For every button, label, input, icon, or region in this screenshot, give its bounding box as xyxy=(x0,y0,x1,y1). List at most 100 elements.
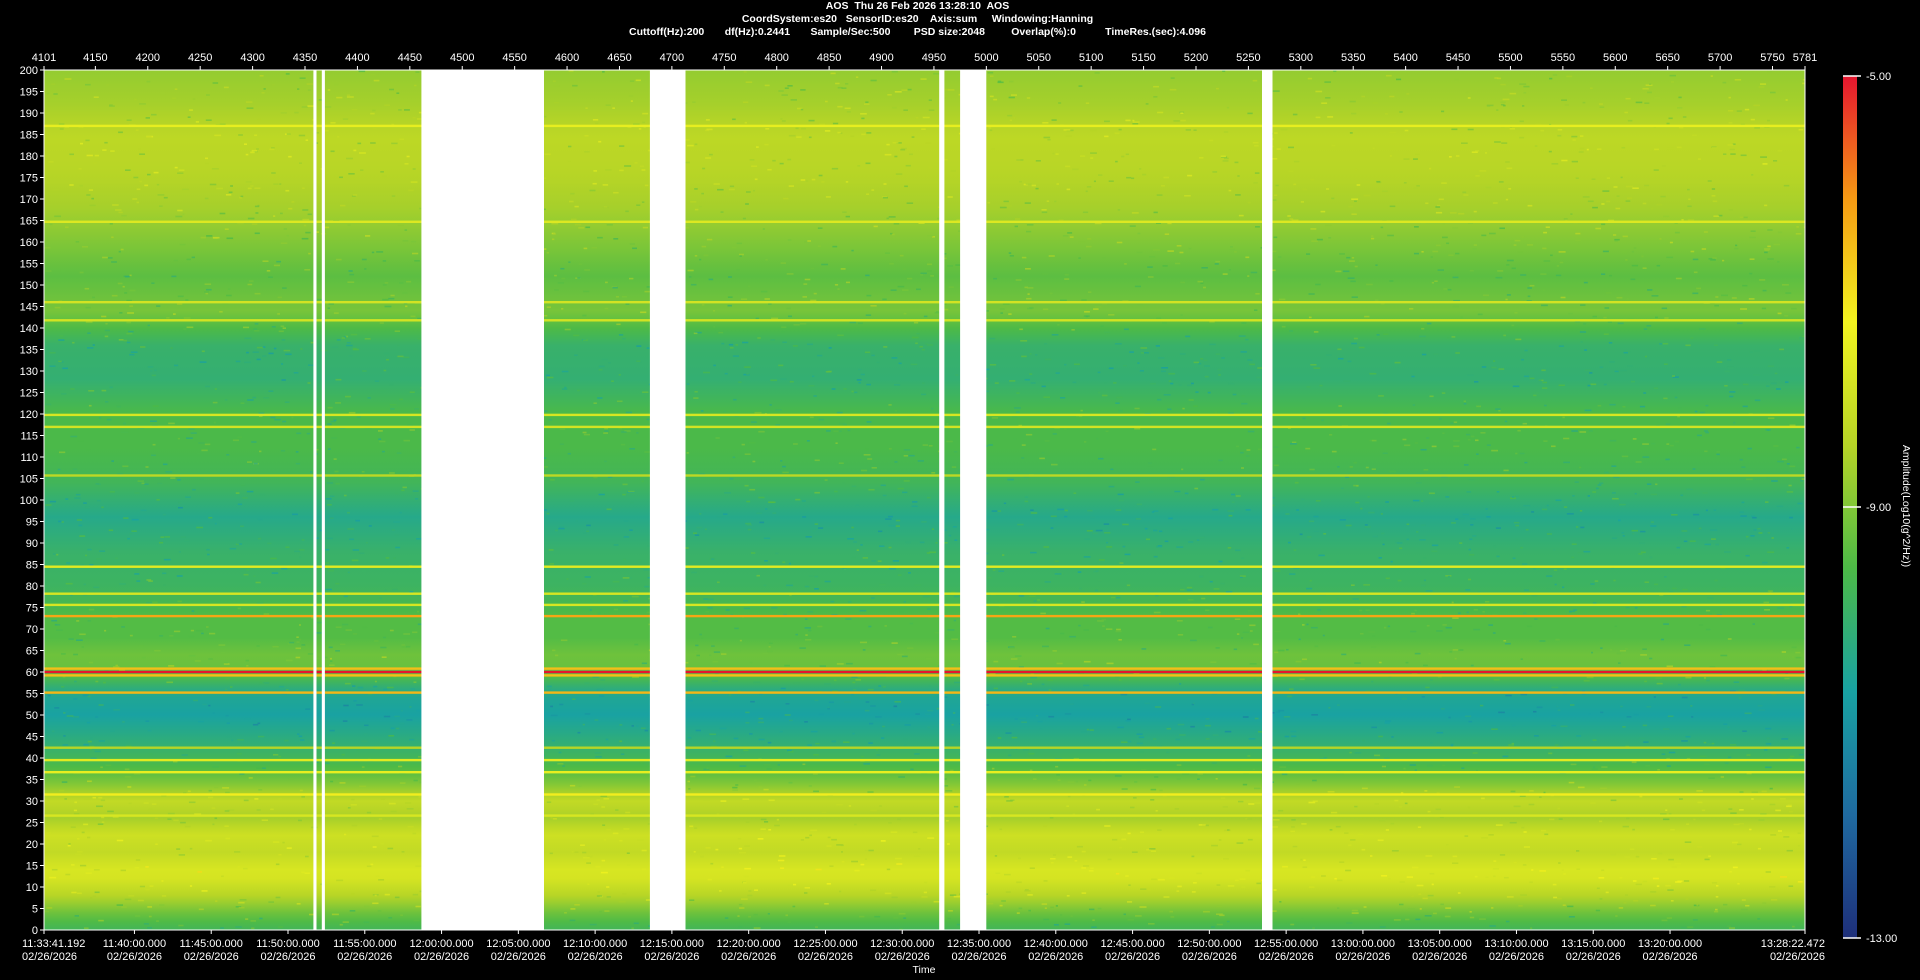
heatmap-texture xyxy=(574,904,580,906)
heatmap-texture xyxy=(764,84,770,87)
heatmap-texture xyxy=(1421,584,1426,587)
heatmap-texture xyxy=(1691,716,1694,718)
heatmap-texture xyxy=(809,416,814,419)
heatmap-texture xyxy=(925,713,932,715)
heatmap-texture xyxy=(628,95,634,97)
heatmap-texture xyxy=(254,323,259,325)
heatmap-texture xyxy=(888,524,896,527)
heatmap-texture xyxy=(1302,624,1305,626)
heatmap-texture xyxy=(74,915,79,917)
heatmap-texture xyxy=(73,809,77,812)
heatmap-texture xyxy=(789,719,793,722)
heatmap-texture xyxy=(1092,919,1095,921)
heatmap-texture xyxy=(1115,872,1120,875)
heatmap-texture xyxy=(574,223,582,226)
heatmap-texture xyxy=(600,795,608,798)
heatmap-texture xyxy=(839,132,843,134)
heatmap-texture xyxy=(1452,855,1458,858)
heatmap-texture xyxy=(64,126,69,128)
heatmap-texture xyxy=(206,548,210,551)
heatmap-texture xyxy=(935,542,938,544)
heatmap-texture xyxy=(1177,885,1182,888)
heatmap-texture xyxy=(128,802,132,805)
heatmap-texture xyxy=(1205,738,1210,740)
heatmap-texture xyxy=(1563,568,1567,570)
heatmap-texture xyxy=(1254,787,1261,790)
heatmap-texture xyxy=(125,169,131,171)
heatmap-texture xyxy=(366,811,372,814)
heatmap-texture xyxy=(1349,100,1356,103)
heatmap-texture xyxy=(415,71,420,73)
heatmap-texture xyxy=(270,808,274,811)
heatmap-texture xyxy=(1309,579,1312,582)
heatmap-texture xyxy=(397,355,404,358)
heatmap-texture xyxy=(391,529,395,531)
heatmap-texture xyxy=(246,107,254,109)
heatmap-texture xyxy=(280,112,287,114)
heatmap-texture xyxy=(915,713,920,715)
heatmap-texture xyxy=(744,121,747,124)
heatmap-texture xyxy=(1176,546,1184,548)
heatmap-texture xyxy=(725,609,730,611)
heatmap-texture xyxy=(1762,289,1767,292)
heatmap-texture xyxy=(400,709,403,712)
heatmap-texture xyxy=(244,361,252,364)
heatmap-texture xyxy=(1278,709,1285,712)
heatmap-texture xyxy=(353,149,357,152)
heatmap-texture xyxy=(1039,728,1043,730)
heatmap-texture xyxy=(1234,251,1237,253)
heatmap-texture xyxy=(261,819,268,821)
heatmap-texture xyxy=(307,105,315,107)
heatmap-texture xyxy=(1690,337,1694,339)
heatmap-texture xyxy=(911,336,919,339)
heatmap-texture xyxy=(1190,639,1197,642)
heatmap-texture xyxy=(1314,459,1321,461)
heatmap-texture xyxy=(180,821,186,824)
heatmap-texture xyxy=(1020,680,1023,683)
heatmap-texture xyxy=(70,826,76,828)
heatmap-texture xyxy=(186,437,193,439)
heatmap-texture xyxy=(129,634,133,637)
heatmap-texture xyxy=(412,832,417,835)
heatmap-texture xyxy=(1282,114,1288,116)
heatmap-texture xyxy=(1387,234,1394,237)
heatmap-texture xyxy=(1026,297,1032,300)
heatmap-texture xyxy=(1467,128,1474,131)
heatmap-texture xyxy=(1766,385,1770,387)
heatmap-texture xyxy=(221,875,224,878)
heatmap-texture xyxy=(1382,452,1388,455)
heatmap-texture xyxy=(122,285,125,288)
heatmap-texture xyxy=(1789,516,1793,519)
heatmap-texture xyxy=(1406,93,1410,95)
heatmap-texture xyxy=(1670,900,1674,902)
heatmap-texture xyxy=(1166,727,1172,730)
heatmap-texture xyxy=(1476,405,1481,408)
heatmap-texture xyxy=(702,167,706,170)
heatmap-texture xyxy=(1220,207,1224,210)
heatmap-texture xyxy=(572,84,578,87)
heatmap-texture xyxy=(1176,245,1182,247)
heatmap-texture xyxy=(247,283,253,286)
heatmap-texture xyxy=(1467,97,1471,99)
heatmap-texture xyxy=(1064,713,1072,715)
heatmap-texture xyxy=(1461,767,1465,769)
heatmap-texture xyxy=(1024,496,1029,498)
heatmap-texture xyxy=(577,731,581,734)
heatmap-texture xyxy=(569,500,575,502)
heatmap-texture xyxy=(1715,543,1719,546)
heatmap-texture xyxy=(768,303,772,305)
heatmap-texture xyxy=(1174,808,1180,810)
heatmap-texture xyxy=(1223,858,1229,860)
heatmap-texture xyxy=(991,417,999,419)
heatmap-texture xyxy=(567,452,571,455)
heatmap-texture xyxy=(1550,606,1557,608)
heatmap-texture xyxy=(888,546,892,549)
heatmap-texture xyxy=(694,534,700,536)
heatmap-texture xyxy=(163,558,171,561)
heatmap-texture xyxy=(553,85,560,87)
heatmap-texture xyxy=(1254,717,1259,720)
heatmap-texture xyxy=(731,246,737,249)
heatmap-texture xyxy=(1121,788,1128,790)
heatmap-texture xyxy=(1687,205,1692,208)
heatmap-texture xyxy=(841,87,847,89)
